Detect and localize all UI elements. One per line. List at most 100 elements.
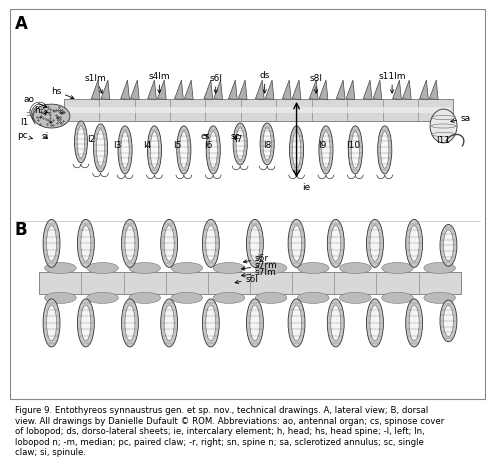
Ellipse shape <box>44 292 76 303</box>
Text: si: si <box>42 132 49 141</box>
Ellipse shape <box>246 299 264 347</box>
FancyBboxPatch shape <box>66 107 451 113</box>
Ellipse shape <box>78 219 94 267</box>
Polygon shape <box>214 80 222 100</box>
Text: l3: l3 <box>114 141 122 150</box>
Ellipse shape <box>77 126 84 158</box>
Text: s8l: s8l <box>310 74 322 93</box>
Text: l8: l8 <box>263 141 272 150</box>
Ellipse shape <box>406 299 422 347</box>
Ellipse shape <box>444 306 454 336</box>
Ellipse shape <box>444 230 454 261</box>
Text: ds: ds <box>260 71 270 93</box>
Ellipse shape <box>160 219 178 267</box>
Polygon shape <box>319 80 328 100</box>
Text: s11lm: s11lm <box>378 72 406 93</box>
Text: cs: cs <box>200 132 209 141</box>
Ellipse shape <box>409 305 419 341</box>
Polygon shape <box>265 80 274 100</box>
Text: l10: l10 <box>346 141 360 150</box>
Ellipse shape <box>348 126 362 174</box>
Ellipse shape <box>430 109 457 143</box>
Ellipse shape <box>292 305 302 341</box>
Polygon shape <box>228 80 237 100</box>
Text: s4lm: s4lm <box>148 72 170 93</box>
Ellipse shape <box>33 104 70 128</box>
Ellipse shape <box>250 226 260 261</box>
FancyBboxPatch shape <box>40 272 461 294</box>
Ellipse shape <box>129 292 160 303</box>
Ellipse shape <box>288 219 305 267</box>
Ellipse shape <box>171 292 202 303</box>
Ellipse shape <box>81 305 91 341</box>
Ellipse shape <box>409 226 419 261</box>
Ellipse shape <box>322 132 330 168</box>
Polygon shape <box>363 80 372 100</box>
Ellipse shape <box>256 292 287 303</box>
Ellipse shape <box>96 130 104 166</box>
Ellipse shape <box>160 299 178 347</box>
Text: s6l: s6l <box>235 275 258 284</box>
Ellipse shape <box>288 299 305 347</box>
Ellipse shape <box>328 299 344 347</box>
Ellipse shape <box>118 126 132 174</box>
Text: ao: ao <box>24 95 47 107</box>
Ellipse shape <box>213 292 244 303</box>
Polygon shape <box>101 80 110 100</box>
Polygon shape <box>430 80 438 100</box>
Ellipse shape <box>366 299 384 347</box>
Text: ie: ie <box>302 183 310 192</box>
Polygon shape <box>174 80 184 100</box>
Ellipse shape <box>340 263 371 274</box>
Polygon shape <box>402 80 411 100</box>
Ellipse shape <box>298 263 329 274</box>
Ellipse shape <box>298 292 329 303</box>
Ellipse shape <box>424 292 456 303</box>
Text: A: A <box>15 15 28 33</box>
Ellipse shape <box>180 132 188 168</box>
Polygon shape <box>120 80 130 100</box>
Text: s7rm: s7rm <box>242 261 278 270</box>
Ellipse shape <box>46 226 56 261</box>
Ellipse shape <box>380 132 389 168</box>
Ellipse shape <box>43 219 60 267</box>
Ellipse shape <box>250 305 260 341</box>
Polygon shape <box>256 80 264 100</box>
Ellipse shape <box>206 126 220 174</box>
Ellipse shape <box>125 305 135 341</box>
Ellipse shape <box>263 128 272 160</box>
Ellipse shape <box>78 299 94 347</box>
Ellipse shape <box>378 126 392 174</box>
Ellipse shape <box>440 225 457 266</box>
Polygon shape <box>310 80 318 100</box>
Text: l5: l5 <box>174 141 182 150</box>
Ellipse shape <box>164 226 174 261</box>
Text: s6l: s6l <box>209 74 222 93</box>
Ellipse shape <box>122 299 138 347</box>
Polygon shape <box>92 80 100 100</box>
Text: l2: l2 <box>86 135 95 145</box>
Ellipse shape <box>86 292 118 303</box>
Text: sc: sc <box>230 132 240 141</box>
Ellipse shape <box>351 132 360 168</box>
Text: l1: l1 <box>20 117 28 126</box>
Ellipse shape <box>424 263 456 274</box>
Ellipse shape <box>202 219 220 267</box>
Ellipse shape <box>236 128 244 160</box>
Text: h: h <box>34 106 48 115</box>
Ellipse shape <box>177 126 191 174</box>
Text: sa: sa <box>450 114 471 123</box>
Text: l6: l6 <box>204 141 212 150</box>
Ellipse shape <box>43 299 60 347</box>
Text: s1lm: s1lm <box>85 74 106 93</box>
Text: l11: l11 <box>436 136 450 145</box>
Ellipse shape <box>331 226 340 261</box>
Ellipse shape <box>340 292 371 303</box>
Ellipse shape <box>440 300 457 342</box>
Ellipse shape <box>382 292 414 303</box>
Ellipse shape <box>319 126 333 174</box>
Ellipse shape <box>233 123 248 165</box>
Text: hs: hs <box>51 87 74 99</box>
Polygon shape <box>282 80 291 100</box>
Ellipse shape <box>206 226 216 261</box>
